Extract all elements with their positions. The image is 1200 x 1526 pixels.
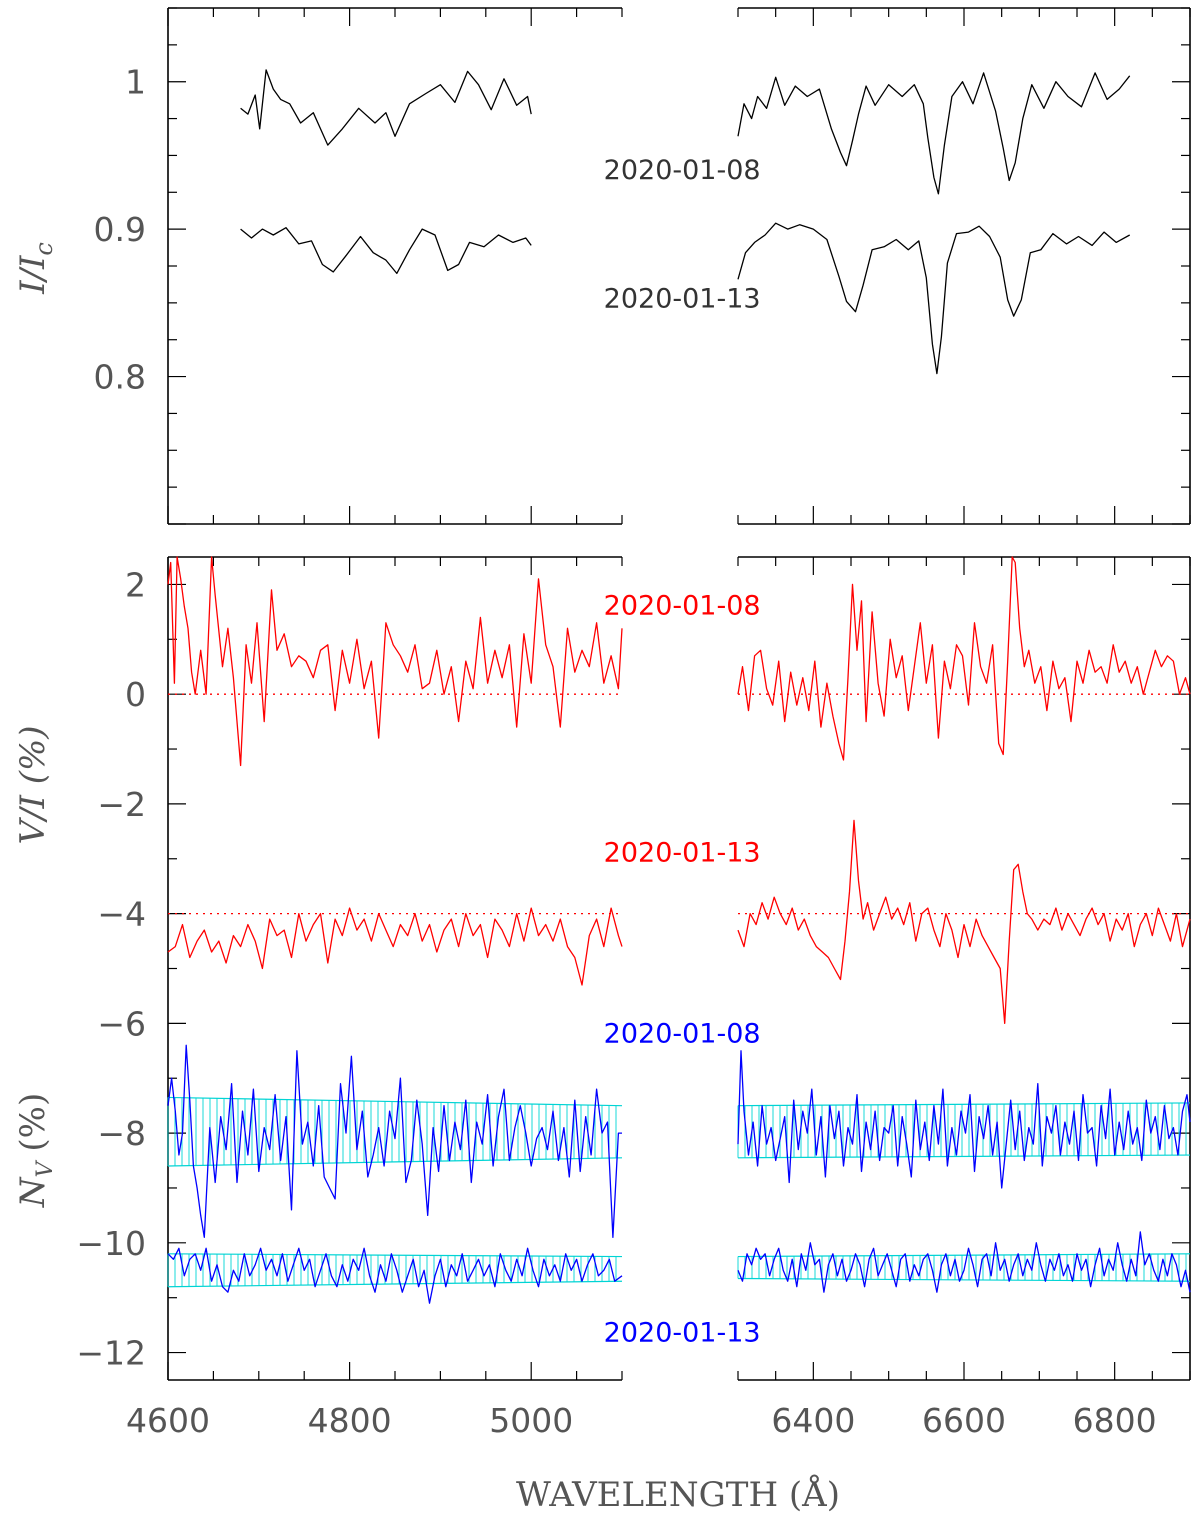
date-annotation: 2020-01-08	[604, 1019, 761, 1050]
x-tick-label: 6600	[922, 1401, 1006, 1440]
polarization-y-tick-label: 2	[125, 565, 146, 604]
intensity-panel-axes: 0.8 0.9 1	[94, 7, 1191, 525]
intensity-series-2020-01-08-red-region	[737, 72, 1131, 195]
intensity-series-2020-01-13-blue-region	[240, 227, 532, 275]
date-annotation: 2020-01-08	[604, 155, 761, 186]
intensity-panel-data	[240, 69, 1131, 375]
null-band-lower-edge	[737, 1154, 1191, 1159]
x-tick-label: 5000	[489, 1401, 573, 1440]
intensity-y-tick-label: 0.9	[94, 210, 146, 249]
intensity-series-2020-01-08-blue-region	[240, 69, 532, 146]
intensity-y-tick-label: 1	[125, 63, 146, 102]
x-tick-label: 6800	[1073, 1401, 1157, 1440]
n_v-series-2020-01-13-red-region	[737, 1231, 1191, 1293]
intensity-panel-annotations: 2020-01-08 2020-01-13	[604, 155, 761, 314]
date-annotation: 2020-01-13	[604, 1318, 761, 1349]
vi-series-2020-01-13-red-region	[737, 819, 1191, 1025]
polarization-reference-levels	[168, 693, 1190, 915]
polarization-y-tick-label: −4	[97, 895, 146, 934]
intensity-y-tick-label: 0.8	[94, 358, 146, 397]
polarization-y-tick-label: 0	[125, 675, 146, 714]
polarization-y-tick-label: −12	[76, 1334, 146, 1373]
n_v-series-2020-01-08-red-region	[737, 1050, 1191, 1189]
polarization-y-tick-label: −10	[76, 1224, 146, 1263]
polarization-y-tick-label: −6	[97, 1004, 146, 1043]
x-axis-label: WAVELENGTH (Å)	[516, 1474, 840, 1515]
date-annotation: 2020-01-13	[604, 838, 761, 869]
polarization-panel-data	[167, 556, 1191, 1304]
polarization-y-tick-label: −2	[97, 785, 146, 824]
null-band-lower-edge	[167, 1280, 623, 1288]
null-uncertainty-bands	[167, 1096, 1191, 1288]
null-band-lower-edge	[737, 1277, 1191, 1282]
null-band-upper-edge	[167, 1253, 623, 1258]
polarization-y-tick-label: −8	[97, 1114, 146, 1153]
stokes-v-y-axis-label: V/I (%)	[13, 725, 53, 844]
n_v-series-2020-01-08-blue-region	[167, 1044, 622, 1238]
intensity-y-axis-label: I/Ic	[13, 242, 58, 295]
intensity-series-2020-01-13-red-region	[737, 222, 1131, 375]
null-band-upper-edge	[737, 1102, 1191, 1107]
date-annotation: 2020-01-13	[604, 283, 761, 314]
polarization-panel: −12 −10 −8 −6 −4 −2 0 2 4600 4800 5000 6400 6600 6800…	[13, 556, 1191, 1515]
x-tick-label: 6400	[771, 1401, 855, 1440]
null-band-upper-edge	[737, 1253, 1191, 1258]
polarization-panel-axes: −12 −10 −8 −6 −4 −2 0 2 4600 4800 5000 6400 6600 6800	[76, 556, 1191, 1440]
null-y-axis-label: NV(%)	[13, 1093, 58, 1208]
date-annotation: 2020-01-08	[604, 591, 761, 622]
polarization-panel-annotations: 2020-01-08 2020-01-13 2020-01-08 2020-01-13	[604, 591, 761, 1349]
null-band-upper-edge	[167, 1096, 623, 1107]
intensity-panel: 0.8 0.9 1 2020-01-08 2020-01-13 I/Ic	[13, 7, 1191, 525]
n_v-series-2020-01-13-blue-region	[167, 1247, 623, 1304]
x-tick-label: 4600	[126, 1401, 210, 1440]
vi-series-2020-01-08-blue-region	[167, 556, 623, 767]
null-band-lower-edge	[167, 1157, 623, 1167]
vi-series-2020-01-08-red-region	[737, 556, 1191, 761]
vi-series-2020-01-13-blue-region	[167, 907, 623, 986]
x-tick-label: 4800	[308, 1401, 392, 1440]
